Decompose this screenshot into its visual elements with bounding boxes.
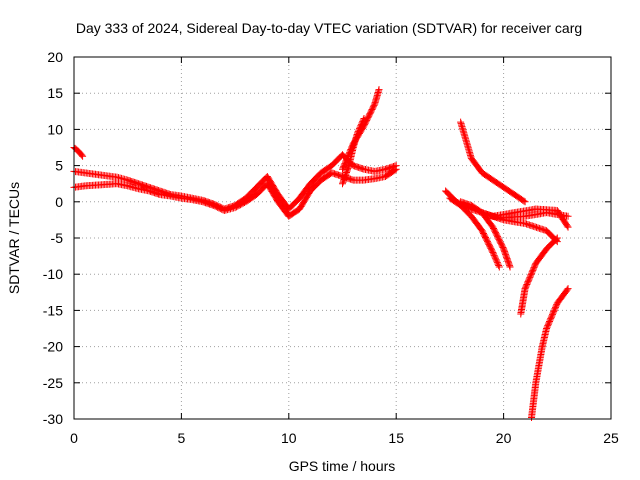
- chart-title: Day 333 of 2024, Sidereal Day-to-day VTE…: [76, 20, 582, 36]
- grid: [74, 57, 611, 419]
- data-point: [494, 260, 502, 268]
- data-point: [493, 259, 501, 267]
- data-point: [495, 262, 503, 270]
- data-point: [357, 120, 365, 128]
- x-axis-label: GPS time / hours: [289, 458, 396, 474]
- data-point: [552, 235, 560, 243]
- x-axis-ticks: 0 5 10 15 20 25: [70, 57, 619, 446]
- data-point: [490, 250, 498, 258]
- data-point: [564, 223, 572, 231]
- y-tick-label: 15: [47, 85, 63, 101]
- x-tick-label: 5: [178, 430, 186, 446]
- data-point: [392, 165, 400, 173]
- data-point: [355, 126, 363, 134]
- data-point: [564, 285, 572, 293]
- y-tick-label: 0: [55, 194, 63, 210]
- data-point: [355, 125, 363, 133]
- y-tick-label: -15: [43, 302, 63, 318]
- data-series: [517, 234, 561, 318]
- data-point: [491, 253, 499, 261]
- data-point: [357, 122, 365, 130]
- data-points: [70, 86, 572, 422]
- x-tick-label: 0: [70, 430, 78, 446]
- data-point: [492, 256, 500, 264]
- data-series: [528, 285, 572, 422]
- y-tick-label: -25: [43, 375, 63, 391]
- data-point: [354, 128, 362, 136]
- data-point: [375, 86, 383, 94]
- data-point: [359, 116, 367, 124]
- data-point: [520, 197, 528, 205]
- data-series: [339, 86, 383, 173]
- data-point: [79, 152, 87, 160]
- data-point: [359, 117, 367, 125]
- data-point: [506, 263, 514, 271]
- y-tick-label: -5: [51, 230, 64, 246]
- y-tick-label: -10: [43, 266, 63, 282]
- x-tick-label: 10: [281, 430, 297, 446]
- data-point: [360, 115, 368, 123]
- data-point: [493, 257, 501, 265]
- data-point: [356, 123, 364, 131]
- data-point: [553, 234, 561, 242]
- data-series: [446, 194, 503, 271]
- data-point: [391, 166, 399, 174]
- data-point: [563, 222, 571, 230]
- data-series: [70, 165, 400, 220]
- data-point: [521, 198, 529, 206]
- data-point: [495, 263, 503, 271]
- data-series: [457, 118, 529, 206]
- y-tick-label: -20: [43, 339, 63, 355]
- data-point: [563, 286, 571, 294]
- y-tick-label: -30: [43, 411, 63, 427]
- data-series: [70, 144, 87, 160]
- data-point: [354, 129, 362, 137]
- data-series: [339, 115, 368, 188]
- data-point: [78, 151, 86, 159]
- data-point: [358, 119, 366, 127]
- data-point: [490, 251, 498, 259]
- x-tick-label: 15: [388, 430, 404, 446]
- data-point: [564, 212, 572, 220]
- x-tick-label: 25: [603, 430, 619, 446]
- y-tick-label: 10: [47, 121, 63, 137]
- y-axis-label: SDTVAR / TECUs: [6, 182, 22, 294]
- data-point: [489, 248, 497, 256]
- data-series: [489, 205, 572, 231]
- y-axis-ticks: -30 -25 -20 -15 -10 -5 0 5 10 15 20: [43, 49, 611, 427]
- data-point: [491, 254, 499, 262]
- y-tick-label: 5: [55, 158, 63, 174]
- y-tick-label: 20: [47, 49, 63, 65]
- x-tick-label: 20: [496, 430, 512, 446]
